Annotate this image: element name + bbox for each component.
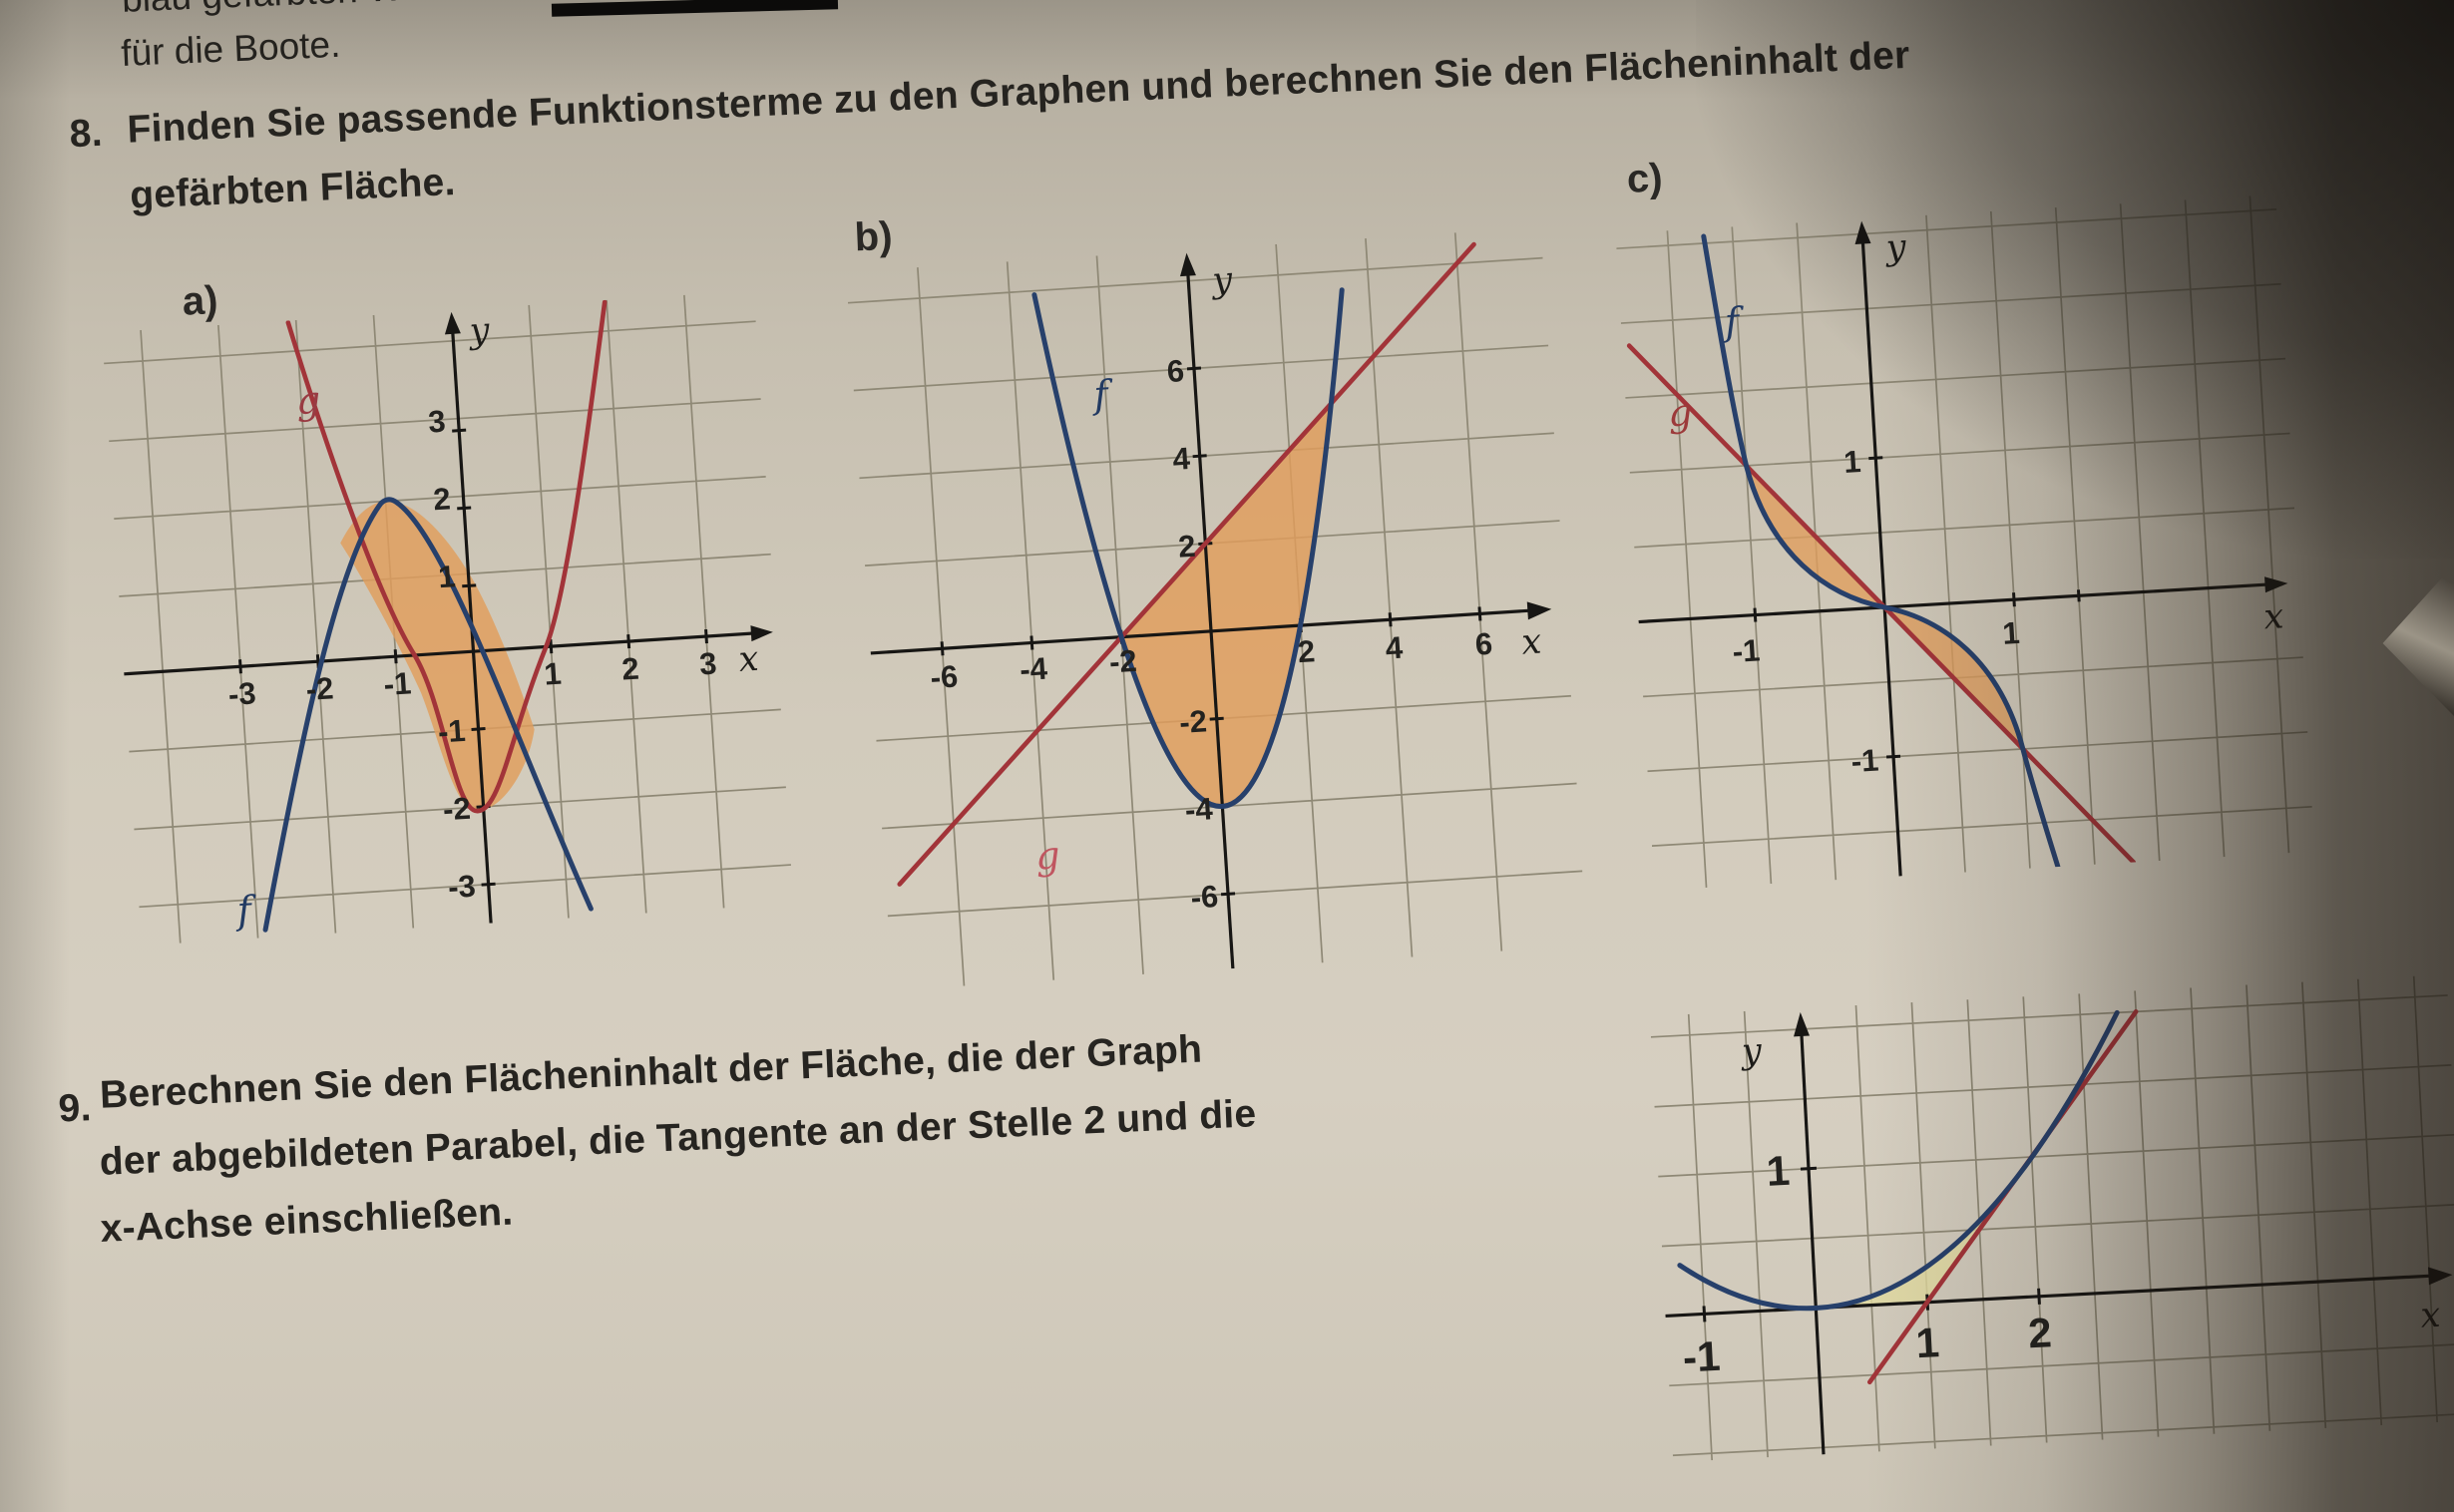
- b-ytick: -4: [1184, 791, 1215, 828]
- b-ytick: -6: [1190, 879, 1220, 916]
- x-axis-arrow: [1526, 601, 1552, 620]
- y-axis-arrow: [1794, 1011, 1811, 1037]
- a-ytick: 1: [437, 559, 456, 594]
- curve-f-b: [1031, 287, 1345, 810]
- exercise-9-line3: x-Achse einschließen.: [99, 1190, 515, 1251]
- b-x-axis-label: x: [1520, 622, 1543, 663]
- grid-c: [1616, 195, 2312, 889]
- previous-exercise-text: für die Boote.: [120, 23, 342, 74]
- panel-b-label: b): [853, 213, 894, 260]
- a-xtick: 3: [698, 645, 717, 681]
- y-axis-arrow: [1179, 252, 1196, 277]
- d-xtick: 1: [1914, 1319, 1940, 1366]
- axes-d: [1665, 1011, 2453, 1455]
- exercise-9-number: 9.: [57, 1086, 93, 1131]
- graph-8b: -6 -4 -2 2 4 6 6 4 2 -2 -4 -6 f g y x: [846, 227, 1587, 996]
- d-xtick: 2: [2027, 1309, 2053, 1356]
- b-y-axis-label: y: [1209, 260, 1235, 301]
- b-xtick: 6: [1474, 626, 1493, 662]
- curve-g-label: g: [295, 378, 322, 423]
- axes-b: [870, 252, 1552, 969]
- d-ytick: 1: [1765, 1147, 1791, 1195]
- graph-9-svg: -1 1 2 1 y x: [1650, 975, 2454, 1461]
- exercise-8-line2: gefärbten Fläche.: [129, 161, 457, 217]
- d-x-axis-label: x: [2420, 1296, 2442, 1336]
- grid-d: [1650, 975, 2454, 1461]
- b-xtick: -6: [930, 658, 960, 695]
- panel-c-label: c): [1626, 156, 1664, 201]
- y-axis-arrow: [1854, 220, 1871, 245]
- a-x-axis-label: x: [737, 639, 760, 680]
- b-xtick: -2: [1108, 643, 1138, 680]
- y-axis-arrow: [444, 311, 461, 335]
- panel-a-label: a): [181, 278, 219, 324]
- graph-8a-svg: -3 -2 -1 1 2 3 3 2 1 -1 -2 -3 g f y x: [104, 294, 792, 944]
- curve-g-a: [285, 299, 608, 814]
- c-xtick: 1: [2001, 615, 2020, 651]
- c-ytick: -1: [1850, 743, 1880, 780]
- c-x-axis-label: x: [2262, 596, 2284, 637]
- a-y-axis-label: y: [467, 310, 493, 351]
- a-xtick: -1: [383, 665, 413, 702]
- graph-8a: -3 -2 -1 1 2 3 3 2 1 -1 -2 -3 g f y x: [102, 290, 794, 950]
- c-xtick: -1: [1732, 632, 1762, 669]
- b-ytick: 4: [1171, 441, 1191, 477]
- b-xtick: -4: [1019, 651, 1049, 688]
- a-ytick: -3: [447, 869, 477, 906]
- a-ytick: 3: [427, 404, 446, 440]
- b-xtick: 2: [1297, 633, 1316, 669]
- a-ytick: -1: [437, 713, 467, 750]
- a-xtick: 2: [620, 651, 639, 687]
- b-ytick: -2: [1178, 703, 1208, 740]
- previous-exercise-text-cut: blau gefärbten We: [121, 0, 423, 21]
- b-ytick: 2: [1177, 529, 1196, 565]
- x-axis-arrow: [2264, 576, 2288, 593]
- x-axis-arrow: [2427, 1267, 2453, 1286]
- graph-9: -1 1 2 1 y x: [1650, 974, 2454, 1467]
- a-ytick: 2: [432, 481, 451, 517]
- curve-f-a: [262, 497, 594, 933]
- a-xtick: -2: [305, 670, 335, 707]
- graph-8c: -1 1 1 -1 f g y x: [1615, 194, 2314, 896]
- a-xtick: -3: [227, 675, 257, 712]
- c-ytick: 1: [1842, 444, 1861, 480]
- shaded-area-a: [340, 501, 535, 812]
- d-y-axis-label: y: [1739, 1031, 1764, 1072]
- a-xtick: 1: [543, 656, 562, 692]
- c-y-axis-label: y: [1883, 227, 1908, 268]
- graph-8c-svg: -1 1 1 -1 f g y x: [1616, 195, 2312, 889]
- b-ytick: 6: [1166, 353, 1185, 389]
- b-xtick: 4: [1385, 629, 1405, 665]
- curve-f-label: f: [1089, 372, 1115, 417]
- a-ytick: -2: [442, 791, 472, 828]
- x-axis-arrow: [750, 625, 773, 642]
- curve-g-label: g: [1034, 833, 1061, 878]
- curve-f-label: f: [1721, 299, 1747, 344]
- exercise-8-line1: Finden Sie passende Funktionsterme zu de…: [126, 33, 1911, 152]
- curve-g-c: [1626, 343, 2137, 865]
- curve-g-b: [897, 241, 1476, 887]
- curve-g-label: g: [1667, 390, 1694, 435]
- shaded-area-b: [1121, 403, 1332, 807]
- graph-8b-svg: -6 -4 -2 2 4 6 6 4 2 -2 -4 -6 f g y x: [847, 232, 1583, 986]
- d-xtick: -1: [1682, 1332, 1722, 1381]
- exercise-8-number: 8.: [68, 111, 104, 157]
